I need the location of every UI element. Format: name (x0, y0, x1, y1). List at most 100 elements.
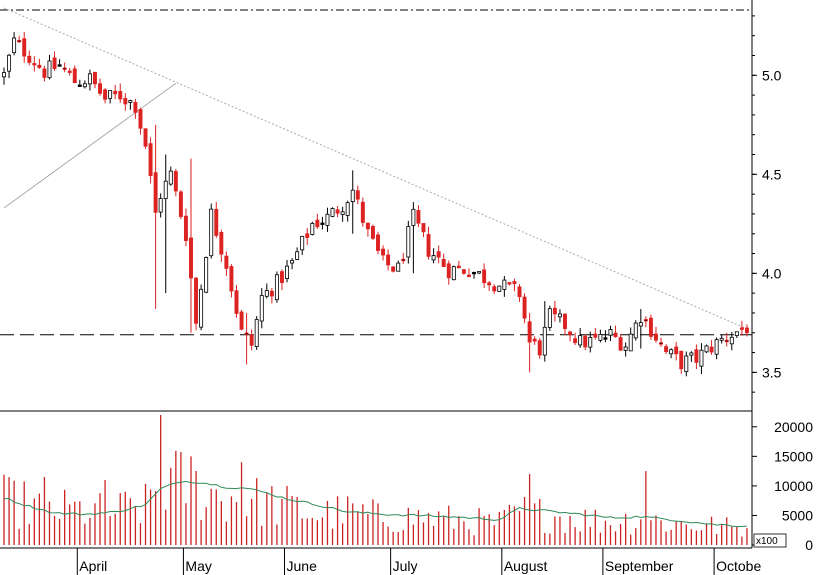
candle-body (502, 279, 507, 290)
volume-tick-label: 0 (805, 537, 813, 553)
candle-body (547, 308, 552, 328)
candle-body (557, 313, 562, 318)
candle-body (350, 189, 355, 202)
candle-body (719, 337, 724, 341)
candle-body (98, 83, 102, 94)
candle-body (709, 346, 714, 353)
candle-body (472, 271, 476, 275)
candle-body (163, 180, 168, 200)
candle-body (300, 235, 305, 251)
candle-body (285, 265, 289, 280)
candle-body (67, 70, 72, 73)
candle-body (461, 269, 466, 274)
candle-body (532, 338, 537, 342)
candle-body (608, 328, 613, 336)
candle-body (416, 210, 421, 224)
candle-body (259, 295, 264, 322)
candle-body (365, 222, 370, 230)
candle-body (492, 286, 497, 292)
volume-tick-label: 10000 (774, 478, 813, 494)
candle-body (325, 213, 330, 226)
candle-body (537, 340, 542, 356)
price-tick-label: 4.5 (762, 166, 782, 182)
candle-body (527, 321, 532, 343)
candle-body (623, 346, 628, 351)
candle-body (659, 342, 663, 345)
candle-body (654, 333, 658, 341)
candle-body (17, 39, 22, 43)
candle-body (552, 307, 557, 315)
candle-body (199, 288, 204, 328)
volume-unit-box (753, 533, 787, 548)
candle-body (426, 234, 431, 257)
candle-body (330, 208, 335, 217)
candle-body (32, 63, 37, 66)
candle-body (674, 346, 679, 355)
candle-body (355, 190, 360, 200)
candle-body (2, 72, 6, 78)
candle-body (618, 337, 623, 351)
candle-body (209, 208, 214, 257)
candle-body (123, 98, 128, 105)
candle-body (406, 226, 411, 258)
candle-body (436, 251, 441, 258)
volume-unit-label: x100 (756, 536, 778, 547)
candle-body (381, 248, 386, 256)
candle-body (517, 286, 522, 298)
candle-body (269, 290, 274, 297)
volume-pane (3, 414, 748, 545)
month-label: June (287, 558, 318, 574)
candle-body (148, 143, 153, 176)
candle-body (168, 170, 173, 185)
candle-body (315, 219, 320, 228)
candle-body (214, 208, 219, 236)
candle-body (396, 262, 401, 272)
candle-body (178, 191, 183, 217)
candle-body (219, 231, 224, 255)
candle-body (340, 211, 345, 215)
candle-body (138, 109, 143, 129)
candle-body (421, 223, 426, 233)
candle-body (376, 234, 380, 251)
candle-body (72, 68, 77, 84)
candle-body (704, 345, 709, 353)
candle-body (52, 57, 57, 69)
candle-body (264, 290, 269, 297)
candle-body (699, 349, 704, 367)
candle-body (204, 257, 209, 293)
candle-body (451, 266, 456, 281)
candle-body (47, 60, 52, 79)
candle-body (305, 233, 310, 238)
candle-body (254, 319, 259, 347)
month-label: May (185, 558, 211, 574)
candle-body (183, 215, 188, 241)
candle-body (42, 68, 47, 78)
candle-body (507, 282, 512, 285)
candle-body (401, 258, 406, 262)
candle-body (497, 285, 502, 292)
candle-body (593, 333, 598, 338)
candle-body (689, 352, 694, 356)
price-pane (0, 7, 752, 377)
candle-body (234, 290, 239, 314)
price-tick-label: 3.5 (762, 364, 782, 380)
candle-body (239, 311, 244, 330)
candle-body (274, 274, 279, 301)
candle-body (679, 350, 684, 370)
candle-body (684, 355, 689, 373)
month-label: Octobe (716, 558, 761, 574)
candle-body (613, 332, 618, 338)
candle-body (664, 346, 669, 353)
candle-body (280, 271, 284, 283)
candle-body (431, 255, 436, 261)
month-label: September (605, 558, 674, 574)
candle-body (87, 73, 92, 85)
candle-body (244, 332, 249, 335)
candle-body (467, 274, 471, 277)
trendline-0 (3, 7, 748, 330)
candle-body (573, 338, 578, 344)
candle-body (108, 90, 113, 99)
